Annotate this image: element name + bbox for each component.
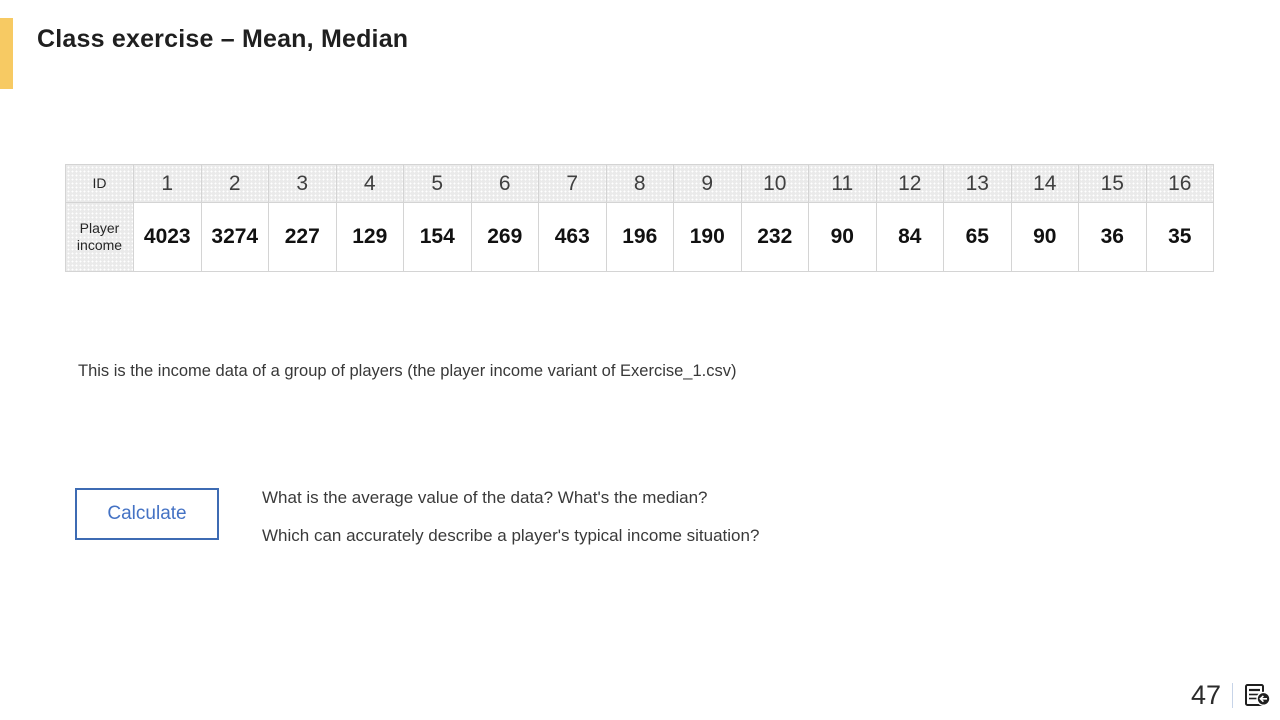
- income-cell: 65: [943, 202, 1012, 272]
- calculate-button[interactable]: Calculate: [75, 488, 219, 540]
- footer: 47: [1191, 681, 1271, 709]
- income-cell: 196: [605, 202, 674, 272]
- income-cell: 154: [403, 202, 472, 272]
- id-cell: 9: [673, 164, 742, 203]
- id-cell: 13: [943, 164, 1012, 203]
- income-cell: 36: [1078, 202, 1147, 272]
- income-cell: 190: [673, 202, 742, 272]
- id-cell: 8: [605, 164, 674, 203]
- income-cell: 269: [470, 202, 539, 272]
- footer-divider: [1232, 682, 1233, 708]
- income-cell: 232: [740, 202, 809, 272]
- id-cell: 1: [133, 164, 202, 203]
- id-cell: 10: [740, 164, 809, 203]
- income-cell: 3274: [200, 202, 269, 272]
- income-cell: 90: [808, 202, 877, 272]
- income-cell: 463: [538, 202, 607, 272]
- id-cell: 12: [875, 164, 944, 203]
- id-row-label: ID: [65, 164, 134, 203]
- id-cell: 6: [470, 164, 539, 203]
- id-cell: 14: [1010, 164, 1079, 203]
- question-typical-income: Which can accurately describe a player's…: [262, 526, 760, 545]
- income-cell: 35: [1145, 202, 1214, 272]
- income-cell: 4023: [133, 202, 202, 272]
- income-row-label: Player income: [65, 202, 134, 272]
- id-cell: 7: [538, 164, 607, 203]
- id-cell: 3: [268, 164, 337, 203]
- id-cell: 11: [808, 164, 877, 203]
- table-row: ID 1 2 3 4 5 6 7 8 9 10 11 12 13 14 15 1…: [65, 164, 1214, 203]
- id-cell: 2: [200, 164, 269, 203]
- question-average-median: What is the average value of the data? W…: [262, 488, 708, 507]
- table-row: Player income 4023 3274 227 129 154 269 …: [65, 202, 1214, 272]
- id-cell: 5: [403, 164, 472, 203]
- id-cell: 15: [1078, 164, 1147, 203]
- income-cell: 90: [1010, 202, 1079, 272]
- income-cell: 84: [875, 202, 944, 272]
- id-cell: 4: [335, 164, 404, 203]
- title-accent-bar: [0, 18, 13, 89]
- income-cell: 129: [335, 202, 404, 272]
- document-back-arrow-icon[interactable]: [1244, 682, 1271, 709]
- page-number: 47: [1190, 680, 1221, 710]
- income-cell: 227: [268, 202, 337, 272]
- page-title: Class exercise – Mean, Median: [37, 25, 409, 53]
- id-cell: 16: [1145, 164, 1214, 203]
- description-text: This is the income data of a group of pl…: [78, 362, 737, 380]
- income-table: ID 1 2 3 4 5 6 7 8 9 10 11 12 13 14 15 1…: [65, 164, 1214, 272]
